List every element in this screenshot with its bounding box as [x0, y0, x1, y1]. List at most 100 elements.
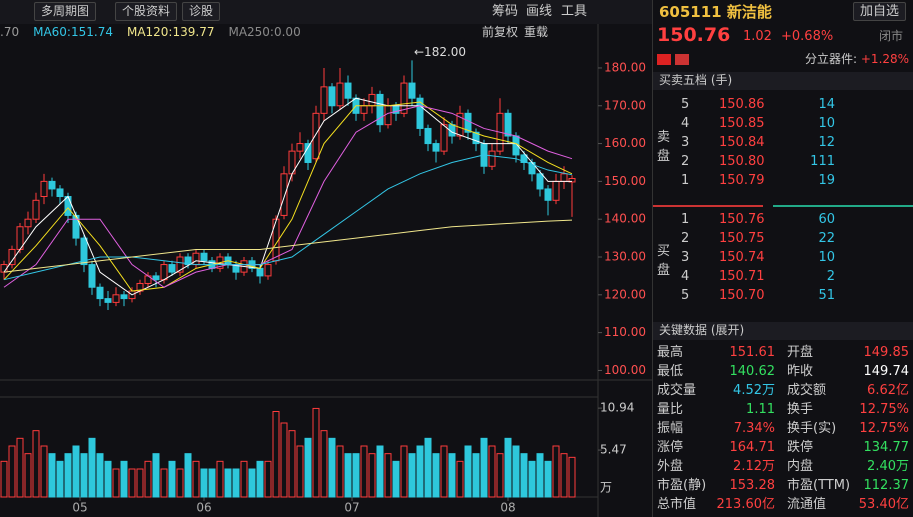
key-label: 流通值	[787, 497, 827, 512]
volume-bar	[16, 437, 24, 498]
button[interactable]: 个股资料	[115, 2, 178, 21]
volume-bar	[368, 453, 376, 498]
key-value: 213.60亿	[716, 497, 776, 512]
button[interactable]: 多周期图	[34, 2, 97, 21]
volume-bar	[40, 445, 48, 498]
candle-body	[568, 178, 576, 183]
candle-body	[432, 143, 440, 152]
volume-bar	[64, 453, 72, 498]
change-pct: +0.68%	[781, 29, 834, 44]
candle-body	[88, 264, 96, 288]
ma-line	[3, 105, 573, 288]
tool[interactable]: 重载	[524, 25, 549, 39]
tool[interactable]: 工具	[561, 4, 588, 19]
candle-body	[560, 173, 568, 182]
status: 闭市	[879, 29, 904, 43]
volume-bar	[136, 468, 144, 498]
key-label: 总市值	[657, 497, 697, 512]
candle-body	[544, 188, 552, 201]
key-title: 关键数据 (展开)	[659, 323, 745, 337]
candle-body	[312, 112, 320, 160]
volume-bar	[360, 445, 368, 498]
book-price: 150.76	[719, 212, 765, 227]
tool[interactable]: 前复权	[482, 25, 519, 39]
legend-item: MA60:151.74	[33, 25, 113, 39]
volume-bar	[0, 460, 8, 498]
book-price: 150.84	[719, 135, 765, 150]
y-tick-label: 130.00	[604, 250, 646, 264]
volume-bar	[104, 460, 112, 498]
key-label: 外盘	[657, 459, 684, 474]
key-value: 112.37	[863, 478, 910, 493]
key-label: 内盘	[787, 459, 814, 474]
volume-bar	[232, 468, 240, 498]
sell-label: 卖盘	[657, 130, 671, 164]
y-tick-label: 100.00	[604, 363, 646, 377]
tool[interactable]: 画线	[526, 4, 553, 19]
candle-body	[192, 252, 200, 266]
key-value: 6.62亿	[867, 383, 909, 398]
ma-legend: .70 MA60:151.74 MA120:139.77 MA250:0.00	[0, 23, 315, 42]
key-value: 53.40亿	[858, 497, 909, 512]
vol-tick-label: 10.94	[600, 401, 634, 415]
y-tick-label: 180.00	[604, 60, 646, 74]
book-price: 150.79	[719, 173, 765, 188]
key-label: 开盘	[787, 345, 814, 360]
key-value: 153.28	[729, 478, 776, 493]
add-button[interactable]: 加自选	[853, 2, 907, 21]
level: 4	[681, 116, 690, 131]
volume-bar	[456, 460, 464, 498]
candle-body	[32, 199, 40, 220]
book-volume: 10	[818, 116, 835, 131]
book-price: 150.80	[719, 154, 765, 169]
legend-item: .70	[0, 25, 20, 39]
key-value: 164.71	[729, 440, 776, 455]
volume-bar	[224, 468, 232, 498]
volume-bar	[432, 453, 440, 498]
volume-bar	[216, 460, 224, 498]
toolbar-bg	[0, 0, 652, 24]
volume-bar	[496, 453, 504, 498]
candle-body	[40, 180, 48, 198]
volume-bar	[32, 430, 40, 498]
volume-bar	[304, 437, 312, 498]
book-price: 150.70	[719, 288, 765, 303]
key-value: 149.85	[863, 345, 910, 360]
book-volume: 2	[826, 269, 835, 284]
key-label: 量比	[657, 402, 684, 417]
x-tick-label: 05	[72, 501, 87, 515]
volume-bar	[8, 445, 16, 498]
volume-bar	[256, 460, 264, 498]
volume-bar	[128, 468, 136, 498]
flag	[657, 54, 671, 65]
book-title: 买卖五档 (手)	[659, 73, 733, 87]
volume-bar	[320, 430, 328, 498]
book-volume: 12	[818, 135, 835, 150]
volume-bar	[448, 453, 456, 498]
key-label: 涨停	[657, 440, 684, 455]
candle-body	[416, 97, 424, 129]
candle-body	[504, 112, 512, 137]
key-value: 151.61	[729, 345, 776, 360]
stock-name: 新洁能	[726, 3, 772, 21]
level: 3	[681, 135, 690, 150]
volume-bar	[392, 460, 400, 498]
volume-bar	[160, 468, 168, 498]
key-label: 成交额	[787, 383, 827, 398]
level: 2	[681, 154, 690, 169]
key-label: 市盈(TTM)	[787, 478, 851, 493]
candle-body	[344, 82, 352, 99]
volume-bar	[168, 460, 176, 498]
candle-body	[184, 256, 192, 266]
volume-bar	[48, 453, 56, 498]
candle-body	[552, 180, 560, 201]
key-value: 12.75%	[859, 421, 909, 436]
candle-body	[256, 267, 264, 277]
annotation: ←182.00	[414, 45, 466, 59]
volume-bar	[192, 460, 200, 498]
key-label: 跌停	[787, 440, 814, 455]
tool[interactable]: 筹码	[492, 4, 519, 19]
stock-code: 605111	[659, 3, 722, 21]
level: 3	[681, 250, 690, 265]
button[interactable]: 诊股	[182, 2, 221, 21]
